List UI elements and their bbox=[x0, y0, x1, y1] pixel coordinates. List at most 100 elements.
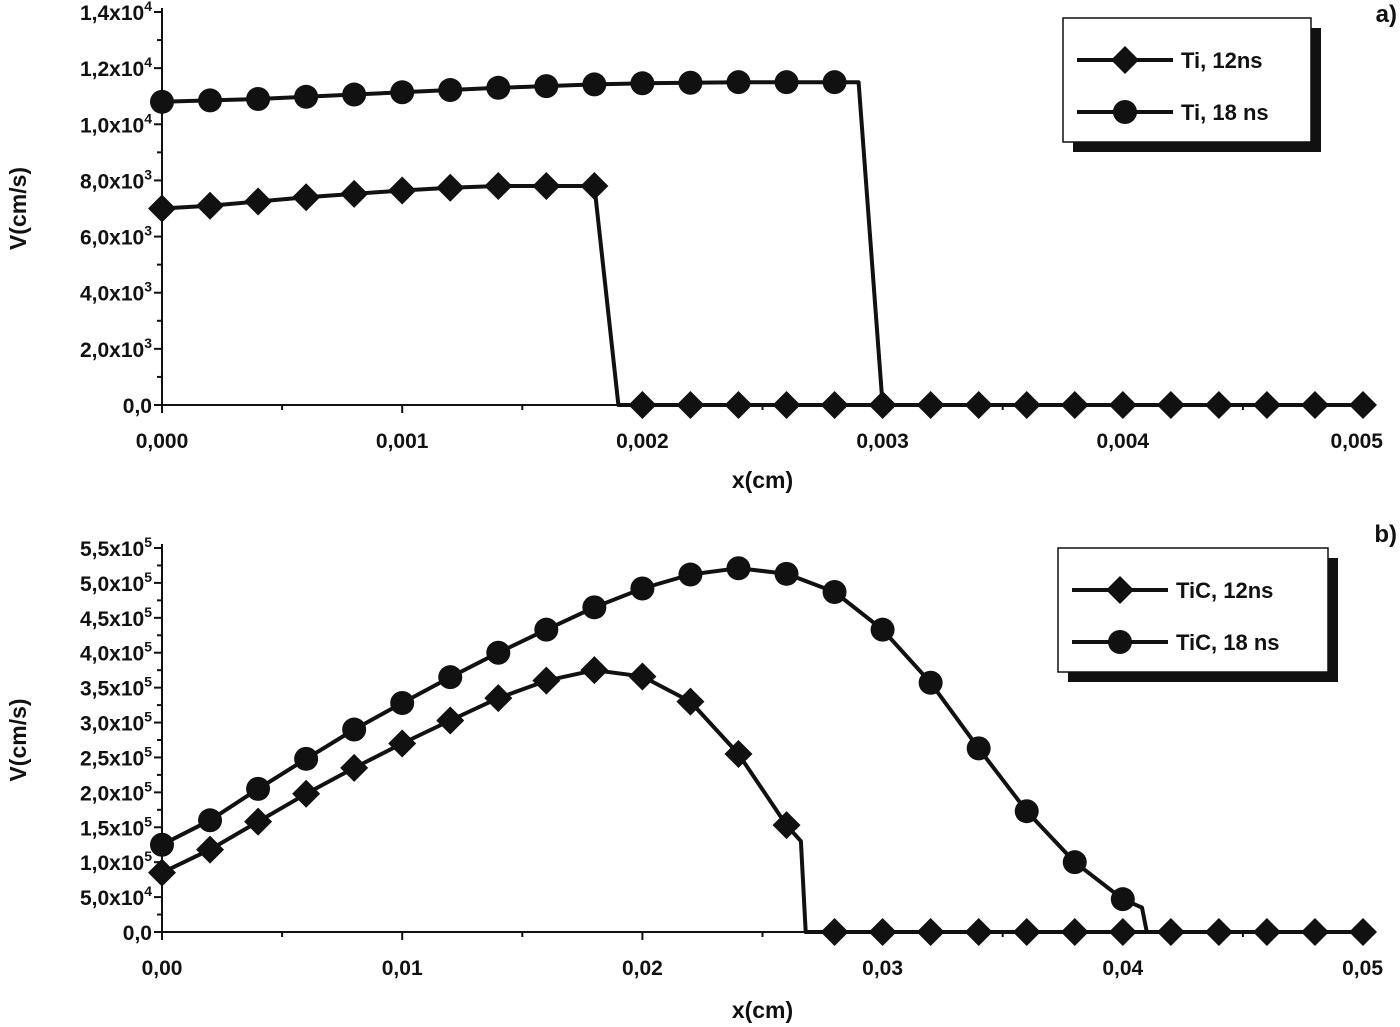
y-tick-label: 5,5x105 bbox=[80, 534, 152, 561]
data-point-circle bbox=[342, 717, 367, 742]
panel-label: b) bbox=[1374, 521, 1397, 548]
y-tick-label: 5,0x105 bbox=[80, 569, 152, 596]
data-point-diamond bbox=[1060, 918, 1089, 946]
data-point-circle bbox=[966, 736, 991, 761]
legend-label: Ti, 18 ns bbox=[1181, 100, 1269, 125]
x-axis-title: x(cm) bbox=[732, 467, 793, 493]
series-0 bbox=[148, 656, 1377, 946]
data-point-circle bbox=[390, 80, 415, 105]
data-point-circle bbox=[582, 595, 607, 620]
data-point-diamond bbox=[148, 858, 176, 887]
data-point-diamond bbox=[676, 687, 705, 716]
legend-diamond-icon bbox=[1106, 576, 1134, 604]
data-point-circle bbox=[582, 72, 607, 97]
data-point-circle bbox=[726, 556, 751, 581]
data-point-diamond bbox=[532, 172, 561, 201]
legend: Ti, 12ns Ti, 18 ns bbox=[1062, 17, 1321, 152]
y-tick-label: 2,0x105 bbox=[80, 778, 152, 805]
data-point-diamond bbox=[196, 835, 225, 864]
legend-label: TiC, 12ns bbox=[1176, 578, 1273, 603]
data-point-circle bbox=[150, 832, 174, 857]
data-point-circle bbox=[486, 640, 511, 665]
data-point-circle bbox=[1110, 887, 1135, 912]
data-point-diamond bbox=[340, 753, 369, 782]
data-point-diamond bbox=[532, 666, 561, 695]
legend-box bbox=[1057, 547, 1329, 673]
data-point-circle bbox=[678, 562, 703, 587]
y-tick-label: 2,0x103 bbox=[80, 335, 152, 362]
data-point-diamond bbox=[340, 179, 369, 208]
data-point-circle bbox=[486, 75, 511, 100]
data-point-circle bbox=[534, 617, 559, 642]
legend-label: Ti, 12ns bbox=[1181, 48, 1263, 73]
x-tick-label: 0,000 bbox=[136, 430, 189, 453]
data-point-circle bbox=[198, 88, 223, 113]
y-axis-title: V(cm/s) bbox=[5, 167, 31, 250]
x-tick-label: 0,001 bbox=[376, 430, 429, 453]
x-tick-label: 0,05 bbox=[1342, 957, 1383, 980]
data-point-diamond bbox=[292, 779, 321, 808]
x-tick-label: 0,01 bbox=[382, 957, 423, 980]
y-tick-label: 1,4x104 bbox=[80, 0, 152, 25]
x-tick-label: 0,03 bbox=[862, 957, 903, 980]
data-point-diamond bbox=[628, 662, 657, 691]
data-point-diamond bbox=[196, 191, 225, 220]
data-point-diamond bbox=[1012, 918, 1041, 946]
y-tick-label: 2,5x105 bbox=[80, 743, 152, 770]
data-point-diamond bbox=[964, 391, 993, 419]
data-point-circle bbox=[918, 670, 943, 695]
x-axis-title: x(cm) bbox=[732, 997, 793, 1023]
data-point-circle bbox=[1014, 799, 1039, 824]
data-point-diamond bbox=[244, 807, 273, 836]
data-point-circle bbox=[150, 89, 174, 114]
series-line bbox=[161, 80, 885, 406]
data-point-diamond bbox=[1060, 391, 1089, 419]
data-point-diamond bbox=[580, 172, 609, 201]
series-line bbox=[161, 184, 1363, 407]
series-0 bbox=[148, 172, 1377, 419]
data-point-diamond bbox=[820, 918, 849, 946]
data-point-diamond bbox=[1108, 391, 1137, 419]
y-tick-label: 3,5x105 bbox=[80, 674, 152, 701]
data-point-circle bbox=[246, 87, 271, 112]
x-tick-label: 0,003 bbox=[856, 430, 909, 453]
data-point-circle bbox=[870, 617, 895, 642]
y-tick-label: 1,0x104 bbox=[80, 110, 152, 137]
data-point-circle bbox=[198, 808, 223, 833]
data-point-diamond bbox=[436, 706, 465, 735]
data-point-circle bbox=[534, 74, 559, 99]
data-point-diamond bbox=[1349, 391, 1377, 419]
data-point-circle bbox=[630, 576, 655, 601]
y-tick-label: 5,0x104 bbox=[80, 883, 152, 910]
data-point-circle bbox=[390, 690, 415, 715]
y-tick-label: 3,0x105 bbox=[80, 709, 152, 736]
data-point-diamond bbox=[1108, 918, 1137, 946]
data-point-circle bbox=[630, 71, 655, 96]
x-tick-label: 0,004 bbox=[1097, 430, 1150, 453]
y-tick-label: 6,0x103 bbox=[80, 223, 152, 250]
data-point-circle bbox=[726, 70, 751, 95]
y-tick-label: 4,5x105 bbox=[80, 604, 152, 631]
data-point-diamond bbox=[1300, 391, 1329, 419]
panel-b-chart: 0,0 5,0x104 1,0x105 1,5x105 2,0x105 2,5x105 3,… bbox=[5, 521, 1397, 1023]
y-axis-title: V(cm/s) bbox=[5, 698, 31, 781]
legend-diamond-icon bbox=[1111, 46, 1139, 74]
legend: TiC, 12ns TiC, 18 ns bbox=[1057, 547, 1338, 682]
legend-label: TiC, 18 ns bbox=[1176, 630, 1280, 655]
data-point-diamond bbox=[580, 656, 609, 685]
y-tick-label: 1,0x105 bbox=[80, 848, 152, 875]
y-tick-label: 1,2x104 bbox=[80, 54, 152, 81]
data-point-diamond bbox=[484, 684, 513, 713]
data-point-circle bbox=[342, 82, 367, 107]
data-point-diamond bbox=[868, 918, 897, 946]
data-point-diamond bbox=[484, 172, 513, 201]
data-point-circle bbox=[822, 70, 847, 95]
x-tick-label: 0,005 bbox=[1330, 430, 1383, 453]
data-point-circle bbox=[294, 746, 319, 771]
data-point-circle bbox=[678, 70, 703, 95]
x-tick-label: 0,00 bbox=[142, 957, 183, 980]
data-point-diamond bbox=[292, 183, 321, 212]
data-point-diamond bbox=[964, 918, 993, 946]
data-point-diamond bbox=[388, 176, 417, 205]
